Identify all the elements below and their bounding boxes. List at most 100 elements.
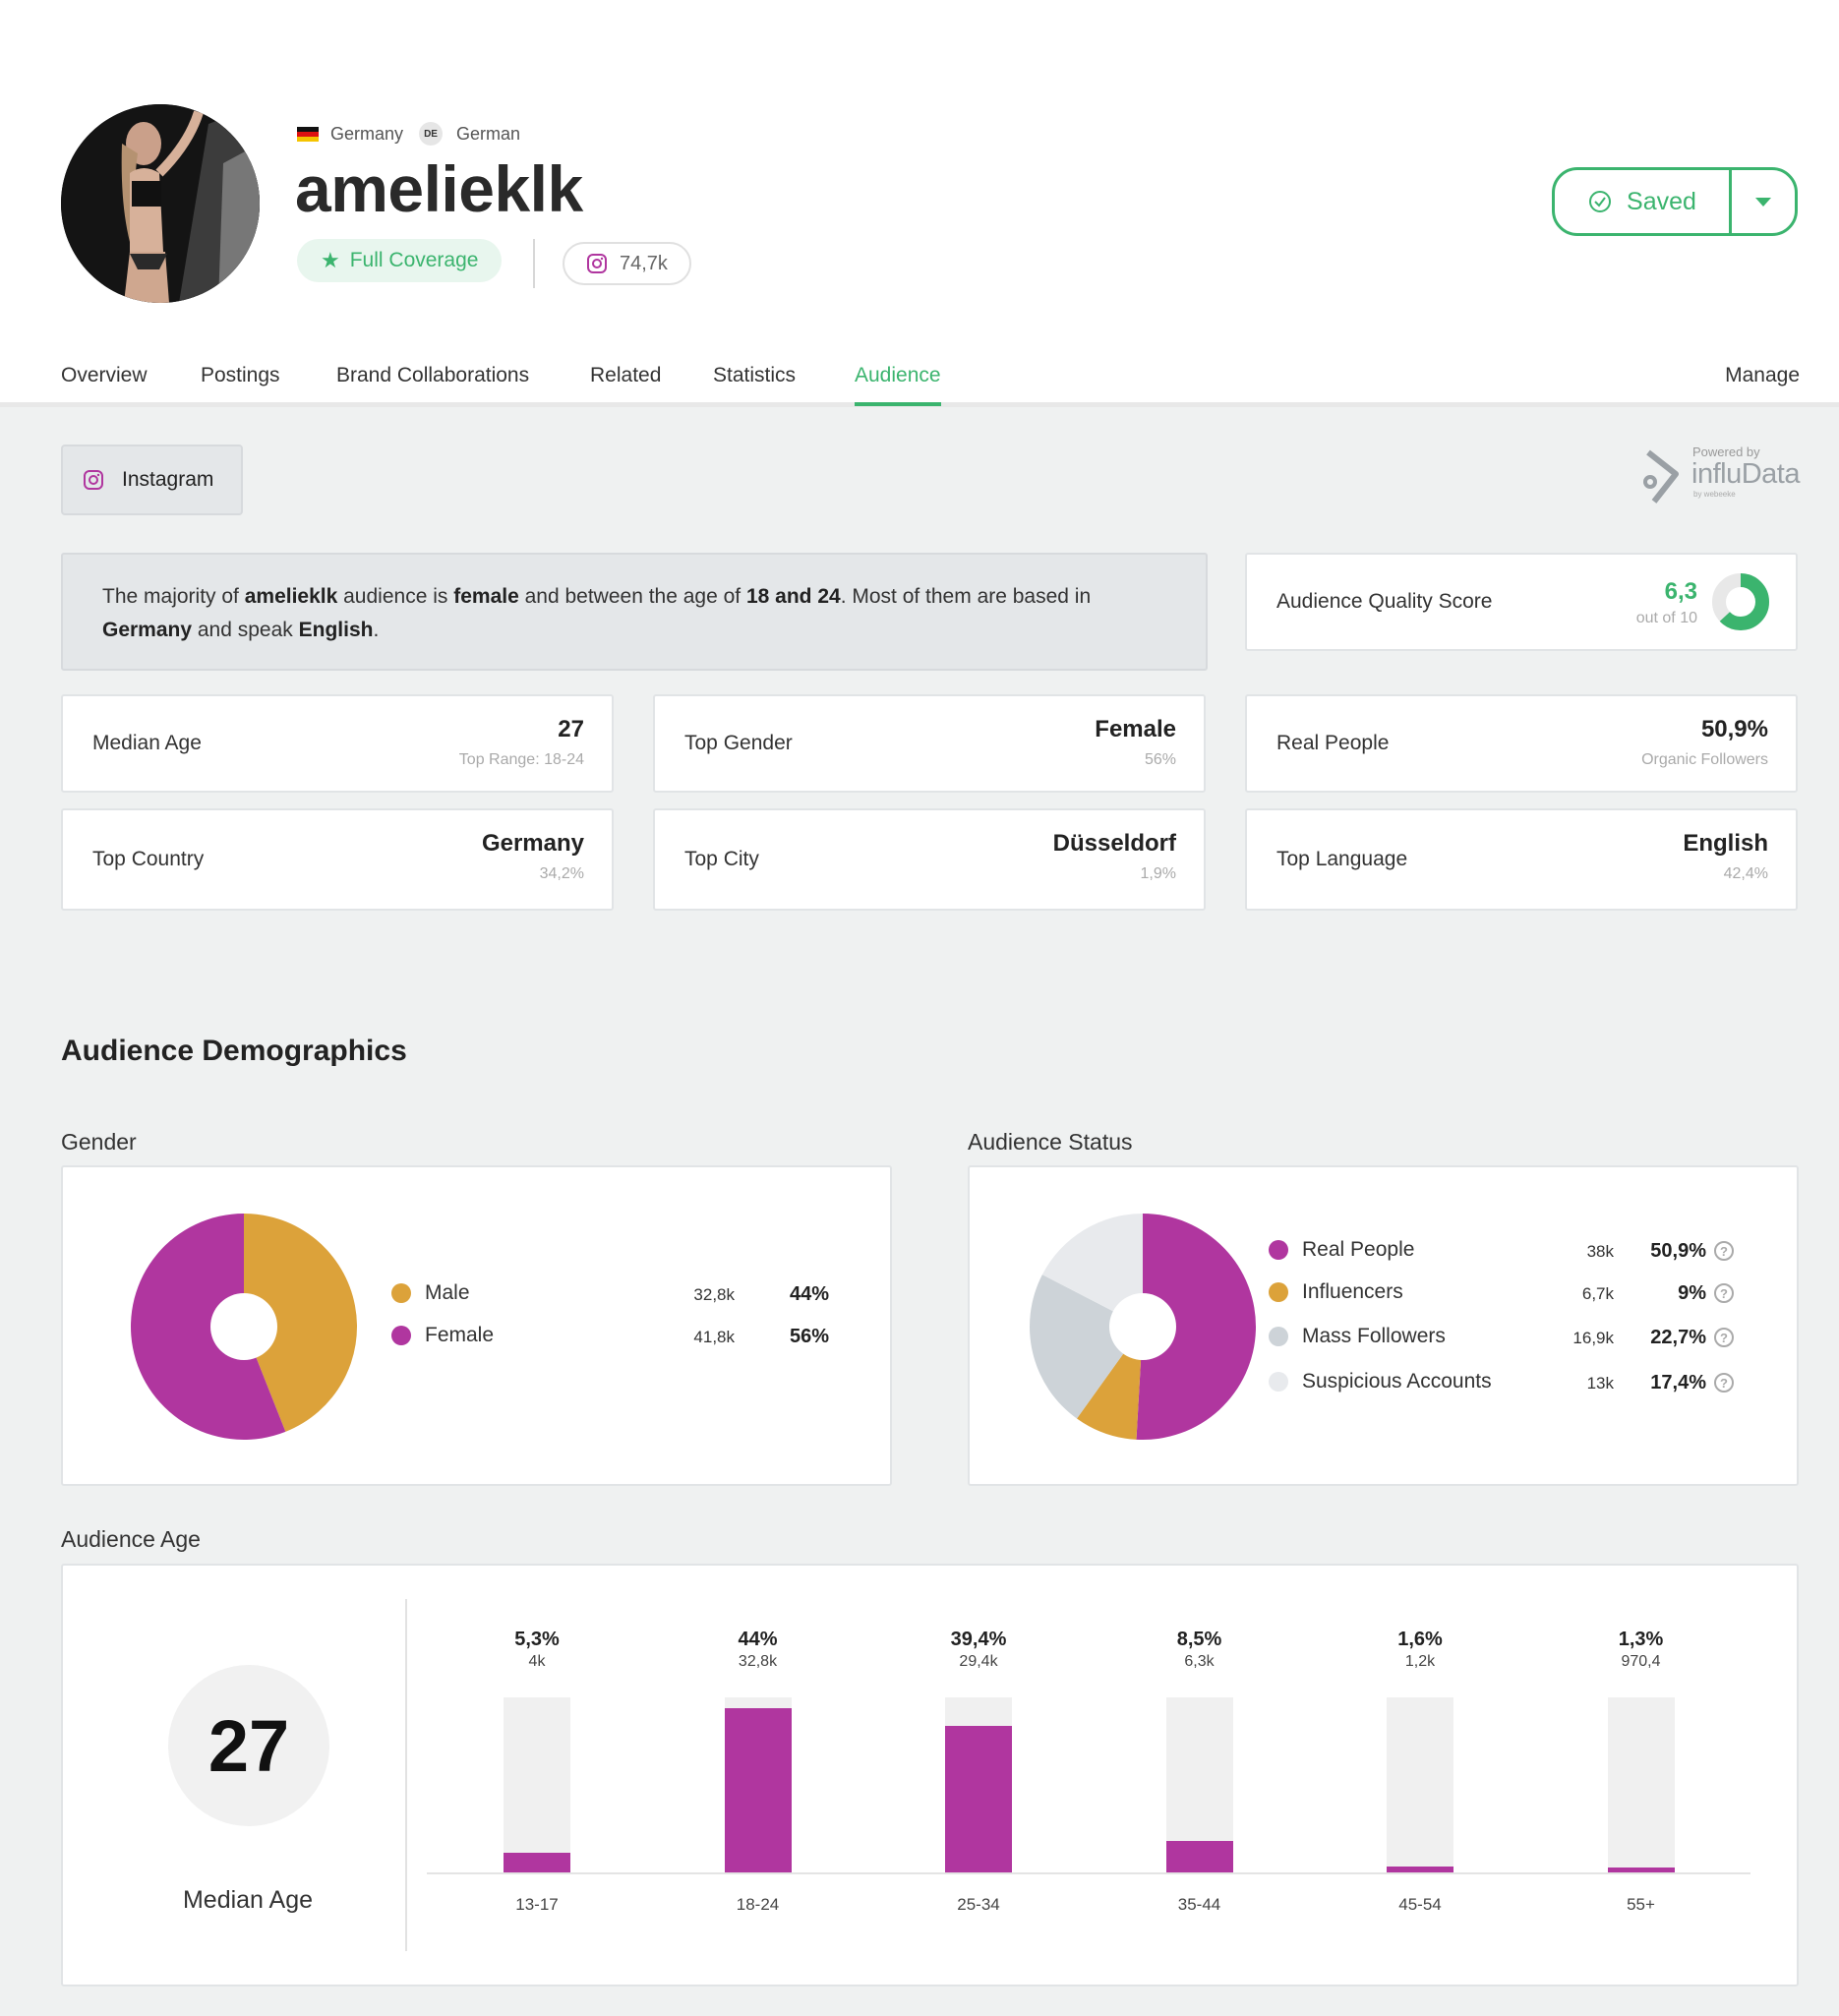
age-axis-line (427, 1872, 1750, 1874)
demographics-title: Audience Demographics (61, 1035, 407, 1067)
tab-postings[interactable]: Postings (201, 364, 280, 386)
male-percent: 44% (789, 1283, 829, 1305)
manage-button[interactable]: Manage (1725, 364, 1800, 386)
instagram-icon (84, 470, 103, 490)
help-icon[interactable]: ? (1714, 1373, 1734, 1393)
bar-category-label: 45-54 (1398, 1895, 1442, 1914)
help-icon[interactable]: ? (1714, 1328, 1734, 1347)
platform-instagram-button[interactable]: Instagram (61, 445, 243, 515)
bar-value-label: 39,4% 29,4k (920, 1629, 1038, 1671)
legend-label: Influencers (1302, 1280, 1403, 1303)
female-count: 41,8k (693, 1328, 735, 1346)
tab-statistics[interactable]: Statistics (713, 364, 797, 386)
stat-label: Top City (684, 848, 759, 870)
legend-mass-followers: Mass Followers (1269, 1325, 1446, 1348)
bar-percent-label: 8,5% (1176, 1629, 1222, 1650)
tab-brand-collaborations[interactable]: Brand Collaborations (336, 364, 530, 386)
stat-sub: Organic Followers (1641, 751, 1768, 768)
gender-slice-male (244, 1214, 357, 1432)
audience-age-panel (61, 1564, 1799, 1986)
bar-track (504, 1697, 570, 1872)
stat-label: Real People (1276, 732, 1390, 754)
instagram-followers-pill[interactable]: 74,7k (563, 242, 691, 285)
saved-button-group: Saved (1552, 167, 1798, 236)
tab-overview[interactable]: Overview (61, 364, 148, 386)
platform-label: Instagram (122, 468, 214, 491)
female-percent: 56% (789, 1326, 829, 1347)
stat-card-top-gender: Top Gender Female 56% (653, 694, 1206, 793)
bar-value-label: 1,6% 1,2k (1361, 1629, 1479, 1671)
real-people-count: 38k (1586, 1242, 1614, 1261)
bar-track (724, 1697, 792, 1872)
male-count: 32,8k (693, 1285, 735, 1304)
aqs-sub: out of 10 (1635, 610, 1697, 626)
audience-summary: The majority of amelieklk audience is fe… (61, 553, 1208, 671)
bar-value-label: 5,3% 4k (478, 1629, 596, 1671)
bar-45-54 (1387, 1866, 1453, 1872)
real-people-percent: 50,9% (1650, 1240, 1706, 1262)
legend-label: Suspicious Accounts (1302, 1370, 1492, 1393)
saved-button[interactable]: Saved (1555, 170, 1732, 233)
stat-sub: 42,4% (1723, 865, 1768, 882)
legend-dot (391, 1326, 411, 1345)
gender-panel: Male 32,8k 44% Female 41,8k 56% (61, 1165, 892, 1486)
stat-label: Top Gender (684, 732, 793, 754)
stat-sub: 34,2% (539, 865, 584, 882)
legend-dot (391, 1283, 411, 1303)
summary-text: . (373, 619, 380, 641)
bar-count-label: 970,4 (1621, 1653, 1661, 1670)
bar-percent-label: 1,6% (1397, 1629, 1443, 1650)
stat-sub: Top Range: 18-24 (458, 751, 584, 768)
profile-header: Germany DE German amelieklk ★ Full Cover… (0, 0, 1839, 407)
star-icon: ★ (321, 248, 340, 272)
legend-dot (1269, 1282, 1288, 1302)
tab-related[interactable]: Related (590, 364, 662, 386)
summary-text: The majority of (102, 585, 245, 608)
stat-card-top-city: Top City Düsseldorf 1,9% (653, 808, 1206, 911)
mass-followers-percent: 22,7% (1650, 1327, 1706, 1348)
audience-status-pie-chart (1030, 1214, 1257, 1440)
stat-value: 50,9% (1700, 716, 1768, 742)
influencers-count: 6,7k (1581, 1284, 1614, 1303)
bar-track (1387, 1697, 1453, 1872)
stat-value: Female (1095, 716, 1176, 742)
summary-text: . Most of them are based in (840, 585, 1092, 608)
infludata-logo-icon (1643, 449, 1679, 504)
chevron-down-icon (1755, 197, 1771, 207)
age-divider (405, 1599, 407, 1951)
bar-percent-label: 5,3% (514, 1629, 560, 1650)
help-icon[interactable]: ? (1714, 1241, 1734, 1261)
profile-tabs: Overview Postings Brand Collaborations R… (0, 354, 1839, 407)
legend-real-people: Real People (1269, 1238, 1414, 1262)
mass-followers-count: 16,9k (1572, 1329, 1614, 1347)
median-age-label: Median Age (182, 1886, 314, 1914)
coverage-label: Full Coverage (349, 249, 479, 271)
saved-label: Saved (1627, 187, 1696, 215)
help-icon[interactable]: ? (1714, 1283, 1734, 1303)
profile-username: amelieklk (295, 152, 583, 225)
bar-category-label: 35-44 (1177, 1895, 1221, 1914)
bar-category-label: 18-24 (736, 1895, 780, 1914)
aqs-gauge (1712, 573, 1769, 630)
stat-card-median-age: Median Age 27 Top Range: 18-24 (61, 694, 614, 793)
stat-sub: 1,9% (1140, 865, 1176, 882)
stat-card-top-country: Top Country Germany 34,2% (61, 808, 614, 911)
legend-label: Male (425, 1281, 470, 1304)
instagram-icon (587, 254, 607, 273)
saved-dropdown-button[interactable] (1732, 170, 1795, 233)
audience-age-title: Audience Age (61, 1526, 201, 1552)
profile-avatar (61, 104, 260, 303)
summary-language: English (298, 619, 374, 641)
tab-audience[interactable]: Audience (855, 364, 941, 406)
bar-count-label: 29,4k (959, 1653, 998, 1670)
stat-label: Top Language (1276, 848, 1408, 870)
stat-value: 27 (558, 716, 584, 742)
stat-sub: 56% (1144, 751, 1176, 768)
bar-percent-label: 1,3% (1618, 1629, 1664, 1650)
suspicious-accounts-percent: 17,4% (1650, 1372, 1706, 1393)
powered-by-label: Powered by (1692, 445, 1760, 459)
aqs-label: Audience Quality Score (1276, 590, 1493, 613)
summary-text: and between the age of (518, 585, 746, 608)
infludata-wordmark: influData (1691, 458, 1800, 490)
gender-center-hole (210, 1293, 277, 1360)
